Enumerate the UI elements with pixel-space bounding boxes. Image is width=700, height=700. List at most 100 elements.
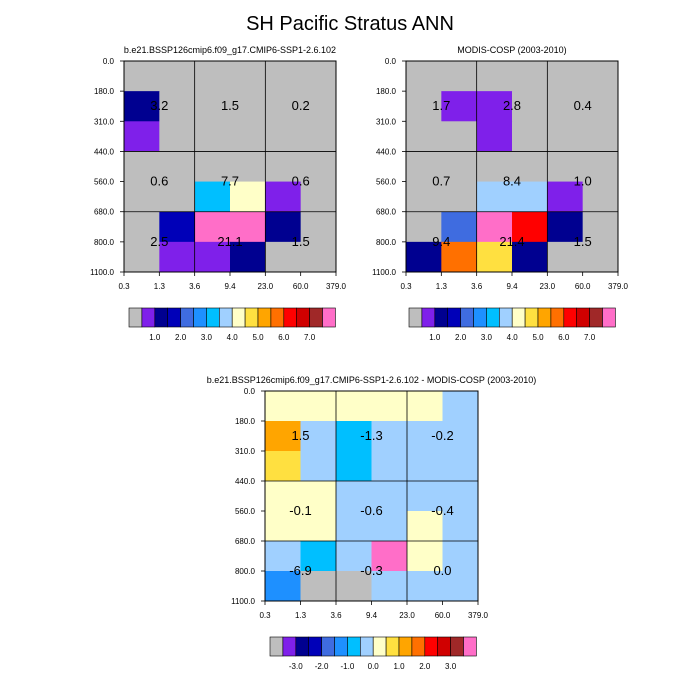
colorbar: 1.0 2.0 3.0 4.0 5.0 6.0 7.0 [408,307,616,342]
figure-title: SH Pacific Stratus ANN [246,13,454,35]
x-tick-label: 3.6 [330,611,342,620]
colorbar-label: 3.0 [201,333,213,342]
colorbar-box [463,636,477,657]
heatmap-cell [406,241,442,273]
heatmap-panel-2: MODIS-COSP (2003-2010) 1.7 2.8 0.4 0.7 8.4 1.0… [372,45,628,342]
colorbar-box [321,636,335,657]
heatmap-cell [512,91,548,122]
colorbar-box [128,307,143,328]
colorbar-box [322,307,336,328]
heatmap-cell [265,451,301,482]
x-tick-label: 9.4 [366,611,378,620]
heatmap-cell [300,151,337,182]
heatmap-cell [265,391,301,422]
colorbar-box [244,307,259,328]
y-tick-label: 800.0 [94,238,115,247]
heatmap-cell [406,151,442,182]
heatmap-cell [547,121,584,152]
heatmap-cell [194,181,231,213]
heatmap-cell [124,91,160,122]
heatmap-cell [582,91,619,122]
heatmap-cell [371,451,408,482]
heatmap-cell [300,451,337,482]
colorbar-box [154,307,169,328]
data-label: 8.4 [503,174,521,189]
data-label: 0.4 [574,98,592,113]
heatmap-cell [300,511,337,542]
heatmap-cell [336,391,372,422]
data-label: 0.6 [150,174,168,189]
data-label: 21.4 [499,234,524,249]
heatmap-cell [406,91,442,122]
data-label: -0.6 [360,503,382,518]
heatmap-cell [442,541,479,572]
heatmap-cell [265,151,302,182]
heatmap-cell [300,121,337,152]
colorbar-label: 6.0 [278,333,290,342]
heatmap-cell [547,151,584,182]
heatmap-cell [371,511,408,542]
heatmap-cell [407,541,443,572]
heatmap-cell [265,241,302,273]
heatmap-cell [265,571,301,602]
heatmap-cell [336,571,372,602]
heatmap-cell [265,481,301,512]
heatmap-cell [336,541,372,572]
colorbar-label: 7.0 [584,333,596,342]
colorbar-box [385,636,400,657]
heatmap-cell [159,121,196,152]
colorbar-box [398,636,413,657]
x-tick-label: 3.6 [189,282,201,291]
heatmap-cell [512,61,548,92]
colorbar-box [602,307,616,328]
heatmap-cell [371,481,408,512]
heatmap-cell [230,151,266,182]
colorbar-box [283,307,297,328]
heatmap-cell [265,541,301,572]
data-label: 1.0 [574,174,592,189]
heatmap-cell [300,391,337,422]
y-tick-label: 180.0 [235,417,256,426]
heatmap-cell [336,511,372,542]
heatmap-cell [371,391,408,422]
colorbar-box [270,307,285,328]
data-label: 0.2 [292,98,310,113]
heatmap-cell [124,181,160,213]
x-tick-label: 1.3 [154,282,166,291]
heatmap-cell [159,61,196,92]
heatmap-cell [194,91,231,122]
heatmap-cell [265,121,302,152]
x-tick-label: 9.4 [224,282,236,291]
heatmap-cell [476,151,513,182]
heatmap-cell [194,61,231,92]
heatmap-cell [230,241,266,273]
heatmap-cell [230,91,266,122]
colorbar-label: 3.0 [445,662,457,671]
heatmap-cell [512,211,548,243]
colorbar-box [437,636,451,657]
colorbar-box [411,636,426,657]
colorbar-label: 1.0 [429,333,441,342]
heatmap-cell [582,151,619,182]
y-tick-label: 1100.0 [90,268,114,277]
heatmap-cell [265,91,302,122]
y-tick-label: 0.0 [103,57,115,66]
colorbar-label: 4.0 [227,333,239,342]
colorbar-box [167,307,181,328]
heatmap-cell [300,61,337,92]
heatmap-panel-3: b.e21.BSSP126cmip6.f09_g17.CMIP6-SSP1-2.… [207,375,537,671]
heatmap-cell [442,481,479,512]
y-tick-label: 680.0 [235,537,256,546]
heatmap-cell [512,241,548,273]
heatmap-cell [194,121,231,152]
heatmap-cell [230,121,266,152]
heatmap-cell [512,151,548,182]
heatmap-cell [406,121,442,152]
colorbar-label: 2.0 [455,333,467,342]
colorbar: 1.0 2.0 3.0 4.0 5.0 6.0 7.0 [128,307,336,342]
y-tick-label: 680.0 [94,208,115,217]
heatmap-cell [194,241,231,273]
heatmap-cell [406,211,442,243]
x-tick-label: 379.0 [608,282,629,291]
